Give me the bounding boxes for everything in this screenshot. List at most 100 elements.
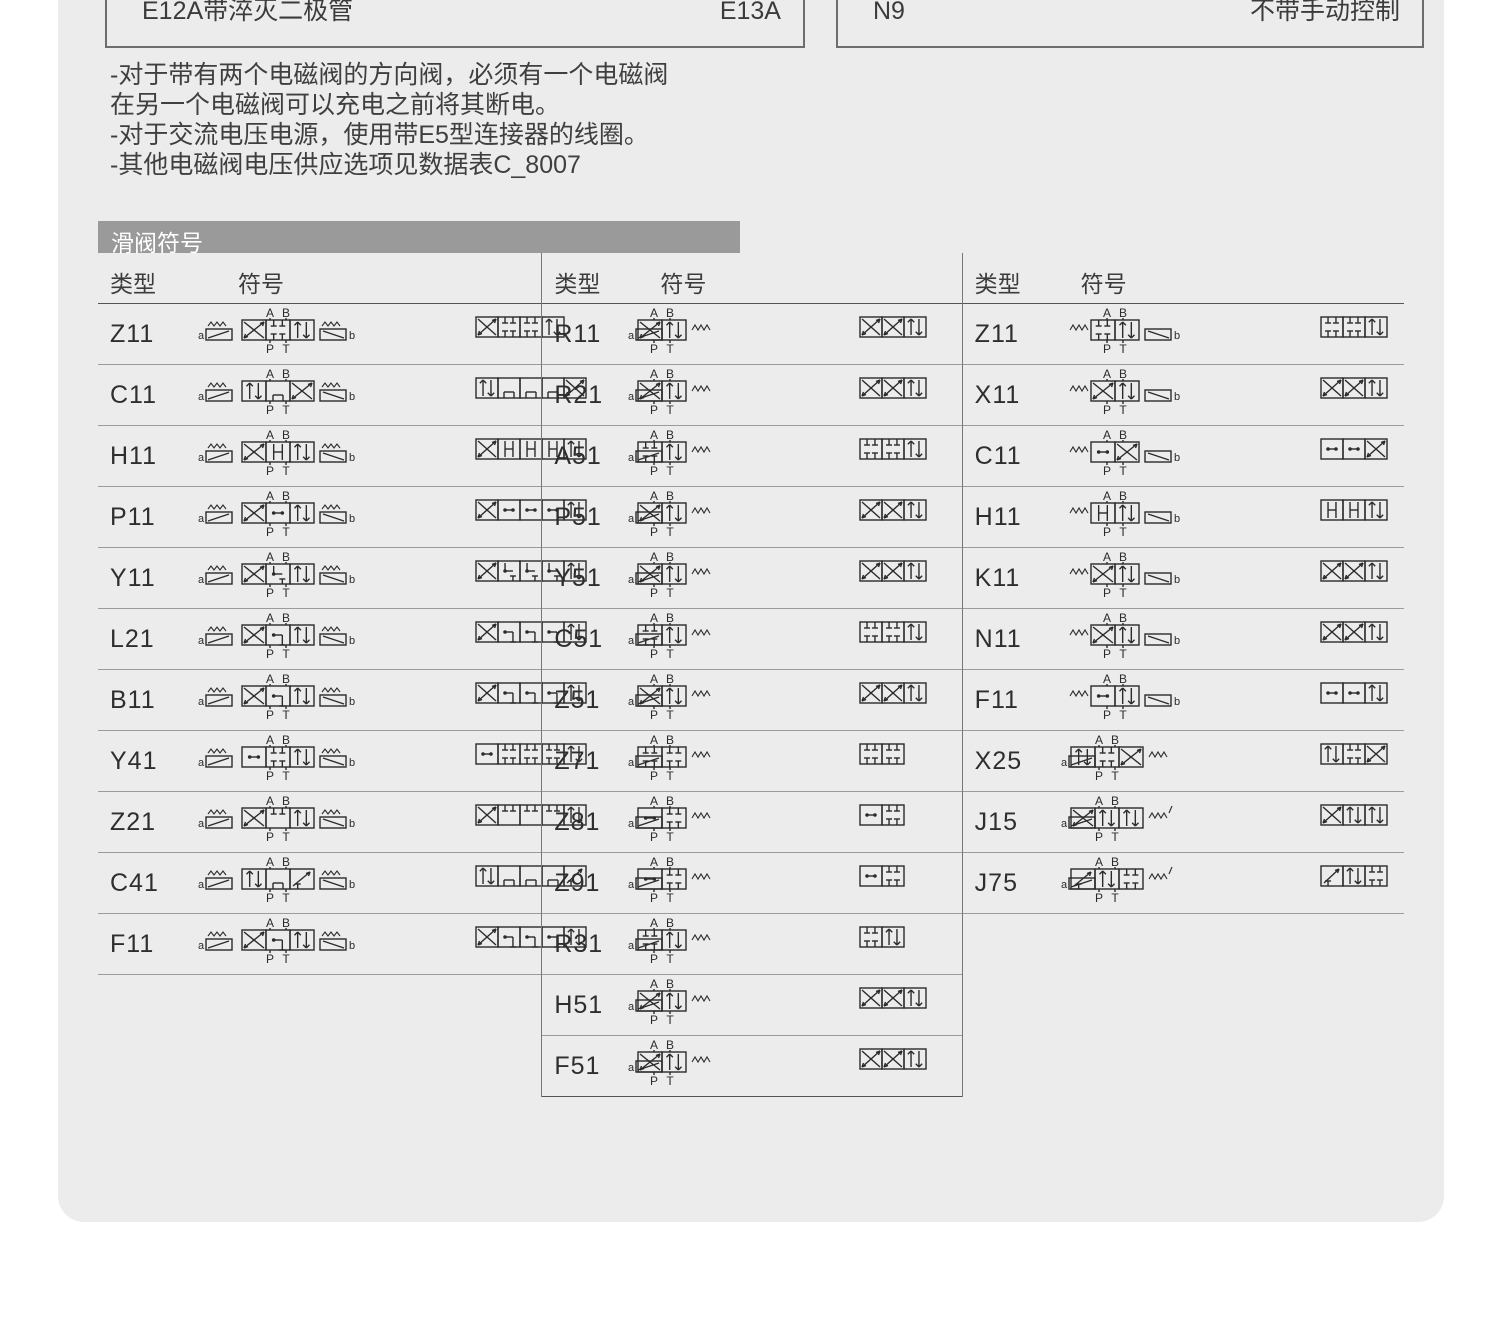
- svg-text:A: A: [650, 733, 658, 747]
- valve-type-label: F11: [974, 685, 1019, 714]
- svg-text:B: B: [666, 489, 674, 503]
- svg-text:A: A: [1103, 428, 1111, 442]
- svg-text:a: a: [198, 696, 205, 708]
- svg-text:a: a: [628, 1062, 635, 1074]
- svg-text:P: P: [1095, 891, 1103, 905]
- svg-text:P: P: [650, 708, 658, 722]
- valve-schematic-main: A B P Ta: [628, 1038, 711, 1088]
- note-line: 在另一个电磁阀可以充电之前将其断电。: [110, 91, 561, 119]
- svg-text:T: T: [1111, 769, 1119, 783]
- svg-text:P: P: [650, 403, 658, 417]
- svg-text:P: P: [266, 708, 274, 722]
- valve-schematic-main: A B P Ta: [628, 672, 711, 722]
- valve-type-label: P11: [110, 502, 156, 531]
- svg-text:a: a: [1061, 757, 1068, 769]
- svg-text:P: P: [1103, 342, 1111, 356]
- valve-schematic-main: A B P Tb: [1069, 611, 1180, 661]
- svg-text:B: B: [282, 672, 290, 686]
- svg-text:a: a: [628, 574, 635, 586]
- svg-text:T: T: [667, 464, 675, 478]
- svg-text:B: B: [666, 550, 674, 564]
- svg-text:A: A: [650, 794, 658, 808]
- svg-text:T: T: [282, 647, 290, 661]
- valve-schematic-main: A B P Ta b: [198, 489, 355, 539]
- svg-text:P: P: [1103, 586, 1111, 600]
- svg-text:B: B: [1119, 367, 1127, 381]
- svg-text:B: B: [666, 306, 674, 320]
- svg-text:A: A: [266, 672, 274, 686]
- svg-text:a: a: [198, 940, 205, 952]
- svg-text:b: b: [349, 574, 355, 586]
- svg-text:a: a: [628, 696, 635, 708]
- valve-type-label: F11: [110, 929, 155, 958]
- valve-schematic-main: A B P Ta b: [198, 611, 355, 661]
- svg-text:T: T: [1119, 464, 1127, 478]
- valve-schematic-main: A B P Ta: [628, 916, 711, 966]
- svg-text:b: b: [349, 940, 355, 952]
- svg-text:P: P: [650, 830, 658, 844]
- valve-type-label: Z51: [554, 685, 601, 714]
- svg-text:b: b: [1174, 696, 1180, 708]
- svg-text:T: T: [667, 403, 675, 417]
- valve-schematic-alt: [859, 987, 928, 1009]
- valve-schematic-alt: [1319, 316, 1388, 338]
- note-line: -其他电磁阀电压供应选项见数据表C_8007: [110, 151, 581, 179]
- svg-text:T: T: [282, 403, 290, 417]
- svg-text:B: B: [666, 428, 674, 442]
- svg-text:a: a: [1061, 879, 1068, 891]
- valve-type-label: Z71: [554, 746, 601, 775]
- valve-type-label: C11: [110, 380, 158, 409]
- header-rule: [542, 303, 962, 304]
- svg-text:P: P: [650, 1074, 658, 1088]
- valve-schematic-alt: [859, 743, 906, 765]
- svg-text:A: A: [650, 550, 658, 564]
- svg-text:B: B: [666, 367, 674, 381]
- svg-text:P: P: [1103, 403, 1111, 417]
- column-filler: [98, 975, 541, 1097]
- svg-text:P: P: [650, 525, 658, 539]
- svg-text:b: b: [349, 391, 355, 403]
- svg-text:T: T: [1111, 830, 1119, 844]
- svg-text:P: P: [266, 952, 274, 966]
- svg-text:B: B: [1111, 794, 1119, 808]
- valve-schematic-main: A B P Ta b: [198, 428, 355, 478]
- valve-schematic-main: A B P Ta: [628, 550, 711, 600]
- column-header: 类型 符号: [98, 253, 541, 303]
- svg-text:T: T: [667, 342, 675, 356]
- svg-text:A: A: [1103, 611, 1111, 625]
- svg-text:B: B: [282, 855, 290, 869]
- svg-text:P: P: [650, 647, 658, 661]
- svg-text:P: P: [650, 586, 658, 600]
- svg-text:T: T: [667, 708, 675, 722]
- svg-text:A: A: [266, 306, 274, 320]
- valve-schematic-main: A B P Tb: [1069, 672, 1180, 722]
- svg-text:B: B: [282, 733, 290, 747]
- svg-text:T: T: [282, 342, 290, 356]
- svg-text:P: P: [266, 342, 274, 356]
- svg-text:T: T: [282, 464, 290, 478]
- row-label: N9: [873, 0, 905, 25]
- svg-text:T: T: [667, 586, 675, 600]
- valve-type-label: R21: [554, 380, 604, 409]
- valve-schematic-main: A B P Ta b: [198, 916, 355, 966]
- svg-text:A: A: [650, 1038, 658, 1052]
- svg-text:P: P: [266, 403, 274, 417]
- svg-text:P: P: [650, 891, 658, 905]
